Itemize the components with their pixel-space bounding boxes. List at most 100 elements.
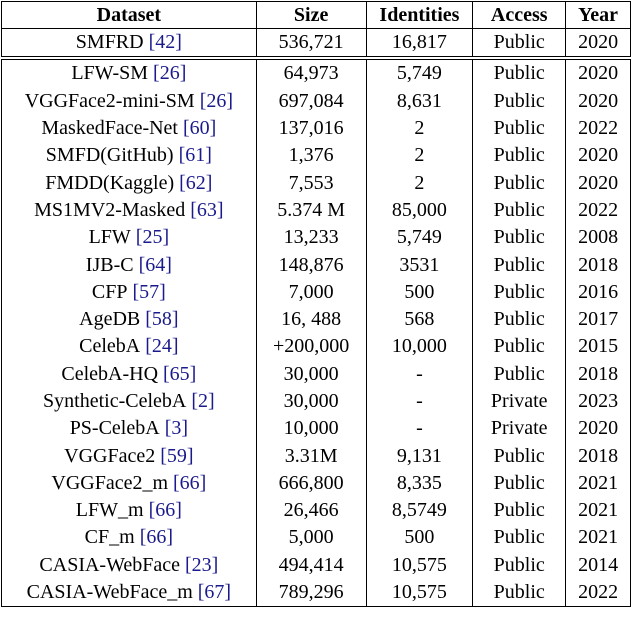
table-cell: 2 [365,142,474,170]
table-cell: 8,5749 [365,497,474,525]
header-row: Dataset Size Identities Access Year [1,1,631,29]
table-cell: 2018 [565,360,631,388]
dataset-cell: SMFRD [42] [1,28,257,61]
table-cell: Public [472,497,567,525]
dataset-name: Synthetic-CelebA [43,390,187,412]
dataset-name: MS1MV2-Masked [34,198,186,221]
table-cell: 2022 [565,114,631,143]
table-cell: 2022 [565,578,631,608]
citation: [66] [148,499,182,522]
citation: [66] [139,526,174,549]
table-cell: 9,131 [365,442,474,470]
table-cell: Public [472,360,567,388]
table-row: CelebA-HQ [65] 30,000- Public 2018 [1,360,631,388]
table-cell: 666,800 [255,469,367,498]
table-cell: 500 [365,278,474,306]
table-cell: Public [472,58,567,88]
table-row: LFW_m [66] 26,466 8,5749 Public 2021 [1,497,631,525]
table-cell: Public [472,524,567,552]
header-cell: Identities [365,1,474,29]
dataset-name: CASIA-WebFace [39,553,180,576]
citation: [59] [160,444,194,467]
table-cell: - [365,360,474,388]
table-cell: Public [472,28,567,61]
dataset-cell: LFW_m [66] [1,497,257,525]
table-cell: 10,575 [365,578,474,608]
table-cell: 2014 [565,551,631,579]
citation: [24] [145,335,179,358]
table-cell: 13,233 [255,224,367,252]
table-cell: - [365,415,474,443]
table-cell: 2020 [565,58,631,88]
dataset-cell: IJB-C [64] [1,251,257,279]
citation: [58] [145,308,179,331]
table-cell: 2020 [565,142,631,170]
table-row: CASIA-WebFace_m [67] 789,296 10,575 Public 2… [1,578,631,608]
table-cell: 10,000 [365,333,474,361]
citation: [60] [183,117,217,140]
citation: [25] [135,226,170,249]
citation: [26] [199,89,234,112]
table-cell: Public [472,87,567,115]
dataset-name: CASIA-WebFace_m [26,581,193,604]
table-cell: Public [472,142,567,170]
citation: [67] [197,581,232,604]
table-cell: 30,000 [255,360,367,388]
table-row: MaskedFace-Net [60] 137,016 2 Public 2022 [1,114,631,143]
table-cell: Public [472,333,567,361]
table-cell: Public [472,114,567,143]
table-cell: 5,749 [365,224,474,252]
table-body: SMFRD [42] 536,721 16,817 Public 2020 LFW-SM … [1,28,631,608]
dataset-cell: MS1MV2-Masked [63] [1,196,257,225]
table-cell: Public [472,469,567,498]
dataset-name: AgeDB [79,308,141,331]
table-cell: 5,749 [365,58,474,88]
dataset-name: VGGFace2_m [51,471,169,494]
dataset-cell: MaskedFace-Net [60] [1,114,257,143]
table-cell: 2 [365,169,474,197]
table-cell: Public [472,442,567,470]
dataset-cell: SMFD(GitHub) [61] [1,142,257,170]
dataset-cell: CelebA-HQ [65] [1,360,257,388]
table-cell: 5.374 M [255,196,367,225]
citation: [57] [132,280,166,303]
dataset-table: Dataset Size Identities Access Year SMFRD [4… [1,1,631,608]
table-row: VGGFace2_m [66] 666,800 8,335 Public 2021 [1,469,631,498]
dataset-name: LFW_m [75,499,144,522]
table-cell: Private [472,415,567,443]
dataset-cell: LFW [25] [1,224,257,252]
table-row: SMFRD [42] 536,721 16,817 Public 2020 [1,28,631,61]
table-row: CelebA [24] +200,000 10,000 Public 2015 [1,333,631,361]
table-cell: 2021 [565,524,631,552]
header-cell: Size [255,1,367,29]
dataset-cell: Synthetic-CelebA [2] [1,387,257,416]
table-row: LFW [25] 13,233 5,749 Public 2008 [1,224,631,252]
dataset-name: CelebA-HQ [61,362,159,385]
dataset-cell: CFP [57] [1,278,257,306]
table-cell: 30,000 [255,387,367,416]
table-cell: 2020 [565,87,631,115]
citation: [64] [138,253,172,276]
table-cell: 2022 [565,196,631,225]
dataset-name: FMDD(Kaggle) [45,171,175,194]
table-cell: 8,631 [365,87,474,115]
dataset-cell: CelebA [24] [1,333,257,361]
dataset-cell: VGGFace2-mini-SM [26] [1,87,257,115]
dataset-name: LFW-SM [71,62,149,85]
table-cell: 2016 [565,278,631,306]
table-row: IJB-C [64] 148,876 3531 Public 2018 [1,251,631,279]
table-cell: 2020 [565,169,631,197]
dataset-cell: AgeDB [58] [1,305,257,334]
dataset-name: CelebA [79,335,141,358]
table-cell: 536,721 [255,28,367,61]
table-row: Synthetic-CelebA [2] 30,000- Private 2023 [1,387,631,416]
dataset-name: PS-CelebA [69,417,160,440]
header-cell: Access [472,1,567,29]
table-cell: Public [472,224,567,252]
table-cell: 148,876 [255,251,367,279]
table-row: LFW-SM [26] 64,973 5,749 Public 2020 [1,58,631,88]
dataset-cell: PS-CelebA [3] [1,415,257,443]
table-cell: 26,466 [255,497,367,525]
table-cell: 2017 [565,305,631,334]
